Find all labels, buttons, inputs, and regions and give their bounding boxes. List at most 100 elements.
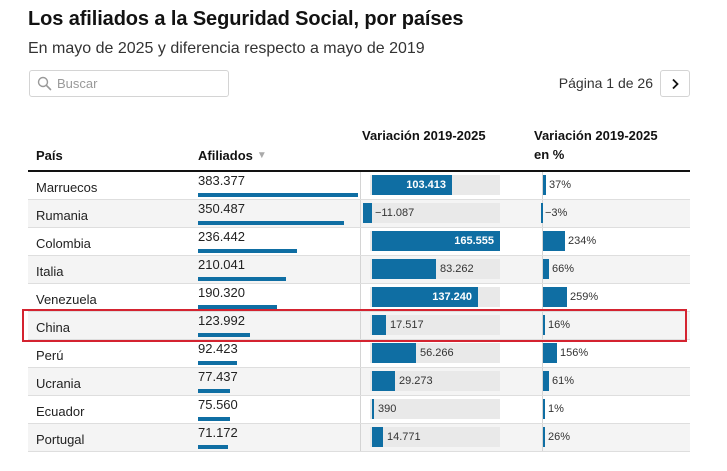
affiliates-bar <box>198 249 297 253</box>
column-divider <box>542 284 543 311</box>
variation-bar-track <box>370 315 500 335</box>
page-title: Los afiliados a la Seguridad Social, por… <box>28 8 464 30</box>
country-cell: Perú <box>36 348 64 363</box>
variation-pct-bar <box>543 315 545 335</box>
column-divider <box>360 200 361 227</box>
variation-pct-bar <box>543 175 546 195</box>
variation-label: 165.555 <box>454 235 494 247</box>
table-row: Colombia 236.442 165.555 234% <box>28 228 690 256</box>
country-cell: Italia <box>36 264 64 279</box>
affiliates-bar <box>198 417 230 421</box>
country-cell: Ucrania <box>36 376 81 391</box>
column-divider <box>360 396 361 423</box>
variation-label: 83.262 <box>440 263 474 275</box>
affiliates-cell: 75.560 <box>198 397 238 412</box>
column-header-affiliates-label: Afiliados <box>198 148 253 163</box>
variation-pct-label: 234% <box>568 235 597 247</box>
variation-pct-bar <box>543 427 545 447</box>
variation-label: 56.266 <box>420 347 454 359</box>
variation-pct-bar <box>543 231 565 251</box>
affiliates-bar <box>198 277 286 281</box>
search-input[interactable] <box>57 76 217 91</box>
pagination-label: Página 1 de 26 <box>558 75 653 91</box>
column-divider <box>360 256 361 283</box>
table-body: Marruecos 383.377 103.413 37% Rumania 350.487… <box>28 172 690 452</box>
page-subtitle: En mayo de 2025 y diferencia respecto a … <box>28 40 425 57</box>
variation-bar-track <box>370 399 500 419</box>
column-divider <box>542 396 543 423</box>
variation-pct-label: 16% <box>548 319 571 331</box>
affiliates-cell: 210.041 <box>198 257 245 272</box>
variation-pct-label: −3% <box>545 207 568 219</box>
next-page-button[interactable] <box>660 70 690 97</box>
variation-bar <box>372 259 436 279</box>
variation-bar <box>372 231 500 251</box>
affiliates-bar <box>198 333 250 337</box>
variation-label: 103.413 <box>406 179 446 191</box>
affiliates-bar <box>198 305 277 309</box>
affiliates-cell: 77.437 <box>198 369 238 384</box>
variation-pct-bar <box>543 259 549 279</box>
country-cell: Portugal <box>36 432 85 447</box>
column-header-affiliates[interactable]: Afiliados ▼ <box>198 146 267 165</box>
variation-pct-label: 1% <box>548 403 564 415</box>
variation-pct-bar <box>541 203 543 223</box>
column-divider <box>542 172 543 199</box>
variation-bar <box>372 175 452 195</box>
affiliates-bar <box>198 361 237 365</box>
variation-pct-label: 61% <box>552 375 575 387</box>
variation-label: 137.240 <box>432 291 472 303</box>
affiliates-cell: 383.377 <box>198 173 245 188</box>
variation-bar <box>372 315 386 335</box>
search-icon <box>37 76 52 91</box>
affiliates-bar <box>198 445 228 449</box>
variation-label: 17.517 <box>390 319 424 331</box>
column-divider <box>360 368 361 395</box>
variation-pct-label: 259% <box>570 291 599 303</box>
sort-descending-icon[interactable]: ▼ <box>256 149 267 161</box>
column-header-variation[interactable]: Variación 2019-2025 <box>362 128 486 143</box>
column-header-variation-pct[interactable]: Variación 2019-2025 en % <box>534 128 658 162</box>
table-row: Portugal 71.172 14.771 26% <box>28 424 690 452</box>
affiliates-cell: 350.487 <box>198 201 245 216</box>
variation-label: 14.771 <box>387 431 421 443</box>
variation-bar <box>363 203 372 223</box>
column-divider <box>360 228 361 255</box>
column-divider <box>542 368 543 395</box>
country-cell: Colombia <box>36 236 91 251</box>
table-row: Perú 92.423 56.266 156% <box>28 340 690 368</box>
chevron-right-icon <box>672 78 679 89</box>
country-cell: Marruecos <box>36 180 98 195</box>
variation-pct-bar <box>543 399 545 419</box>
affiliates-bar <box>198 221 344 225</box>
country-cell: Rumania <box>36 208 89 223</box>
country-cell: China <box>36 320 70 335</box>
column-header-country[interactable]: País <box>36 148 63 163</box>
column-divider <box>542 228 543 255</box>
table-row: Marruecos 383.377 103.413 37% <box>28 172 690 200</box>
variation-bar-track <box>370 371 500 391</box>
column-divider <box>360 284 361 311</box>
table-row: China 123.992 17.517 16% <box>28 312 690 340</box>
search-box[interactable] <box>29 70 229 97</box>
variation-bar <box>372 287 478 307</box>
table-row: Ecuador 75.560 390 1% <box>28 396 690 424</box>
table-row: Ucrania 77.437 29.273 61% <box>28 368 690 396</box>
variation-pct-label: 26% <box>548 431 571 443</box>
variation-pct-bar <box>543 371 549 391</box>
variation-pct-label: 156% <box>560 347 589 359</box>
variation-pct-label: 66% <box>552 263 575 275</box>
column-divider <box>360 424 361 451</box>
table-row: Rumania 350.487 −11.087 −3% <box>28 200 690 228</box>
variation-label: 390 <box>378 403 397 415</box>
country-cell: Venezuela <box>36 292 97 307</box>
variation-bar <box>372 427 383 447</box>
variation-label: 29.273 <box>399 375 433 387</box>
country-cell: Ecuador <box>36 404 85 419</box>
variation-pct-bar <box>543 343 557 363</box>
column-divider <box>360 172 361 199</box>
column-divider <box>542 256 543 283</box>
affiliates-cell: 190.320 <box>198 285 245 300</box>
affiliates-cell: 236.442 <box>198 229 245 244</box>
affiliates-table: País Afiliados ▼ Variación 2019-2025 Var… <box>28 122 690 452</box>
